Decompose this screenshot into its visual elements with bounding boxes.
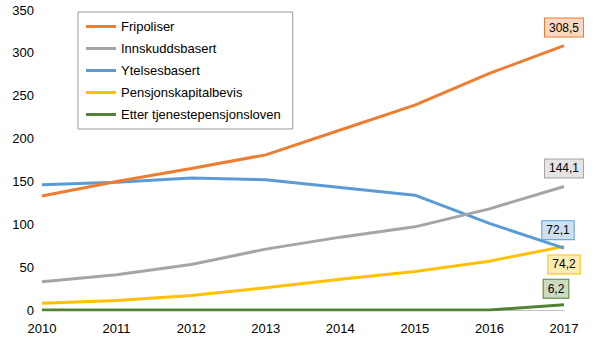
svg-text:Pensjonskapitalbevis: Pensjonskapitalbevis: [121, 85, 243, 100]
svg-text:150: 150: [12, 174, 34, 189]
svg-text:2012: 2012: [177, 321, 206, 336]
svg-text:2011: 2011: [103, 321, 131, 336]
svg-text:6,2: 6,2: [548, 282, 565, 296]
svg-text:0: 0: [27, 303, 34, 318]
svg-text:Ytelsesbasert: Ytelsesbasert: [121, 63, 200, 78]
svg-text:2014: 2014: [326, 321, 355, 336]
svg-text:2015: 2015: [400, 321, 429, 336]
svg-text:2017: 2017: [550, 321, 579, 336]
svg-text:Innskuddsbasert: Innskuddsbasert: [121, 41, 217, 56]
svg-text:300: 300: [12, 45, 34, 60]
svg-text:250: 250: [12, 88, 34, 103]
svg-text:308,5: 308,5: [549, 21, 579, 35]
svg-text:2016: 2016: [475, 321, 504, 336]
svg-text:350: 350: [12, 3, 34, 18]
svg-text:50: 50: [20, 260, 34, 275]
svg-text:Fripoliser: Fripoliser: [121, 19, 175, 34]
svg-text:200: 200: [12, 131, 34, 146]
svg-text:72,1: 72,1: [546, 223, 570, 237]
svg-text:2010: 2010: [28, 321, 57, 336]
svg-text:2013: 2013: [251, 321, 280, 336]
svg-text:144,1: 144,1: [549, 161, 579, 175]
svg-text:74,2: 74,2: [552, 257, 576, 271]
svg-text:100: 100: [12, 217, 34, 232]
svg-text:Etter tjenestepensjonsloven: Etter tjenestepensjonsloven: [121, 107, 281, 122]
